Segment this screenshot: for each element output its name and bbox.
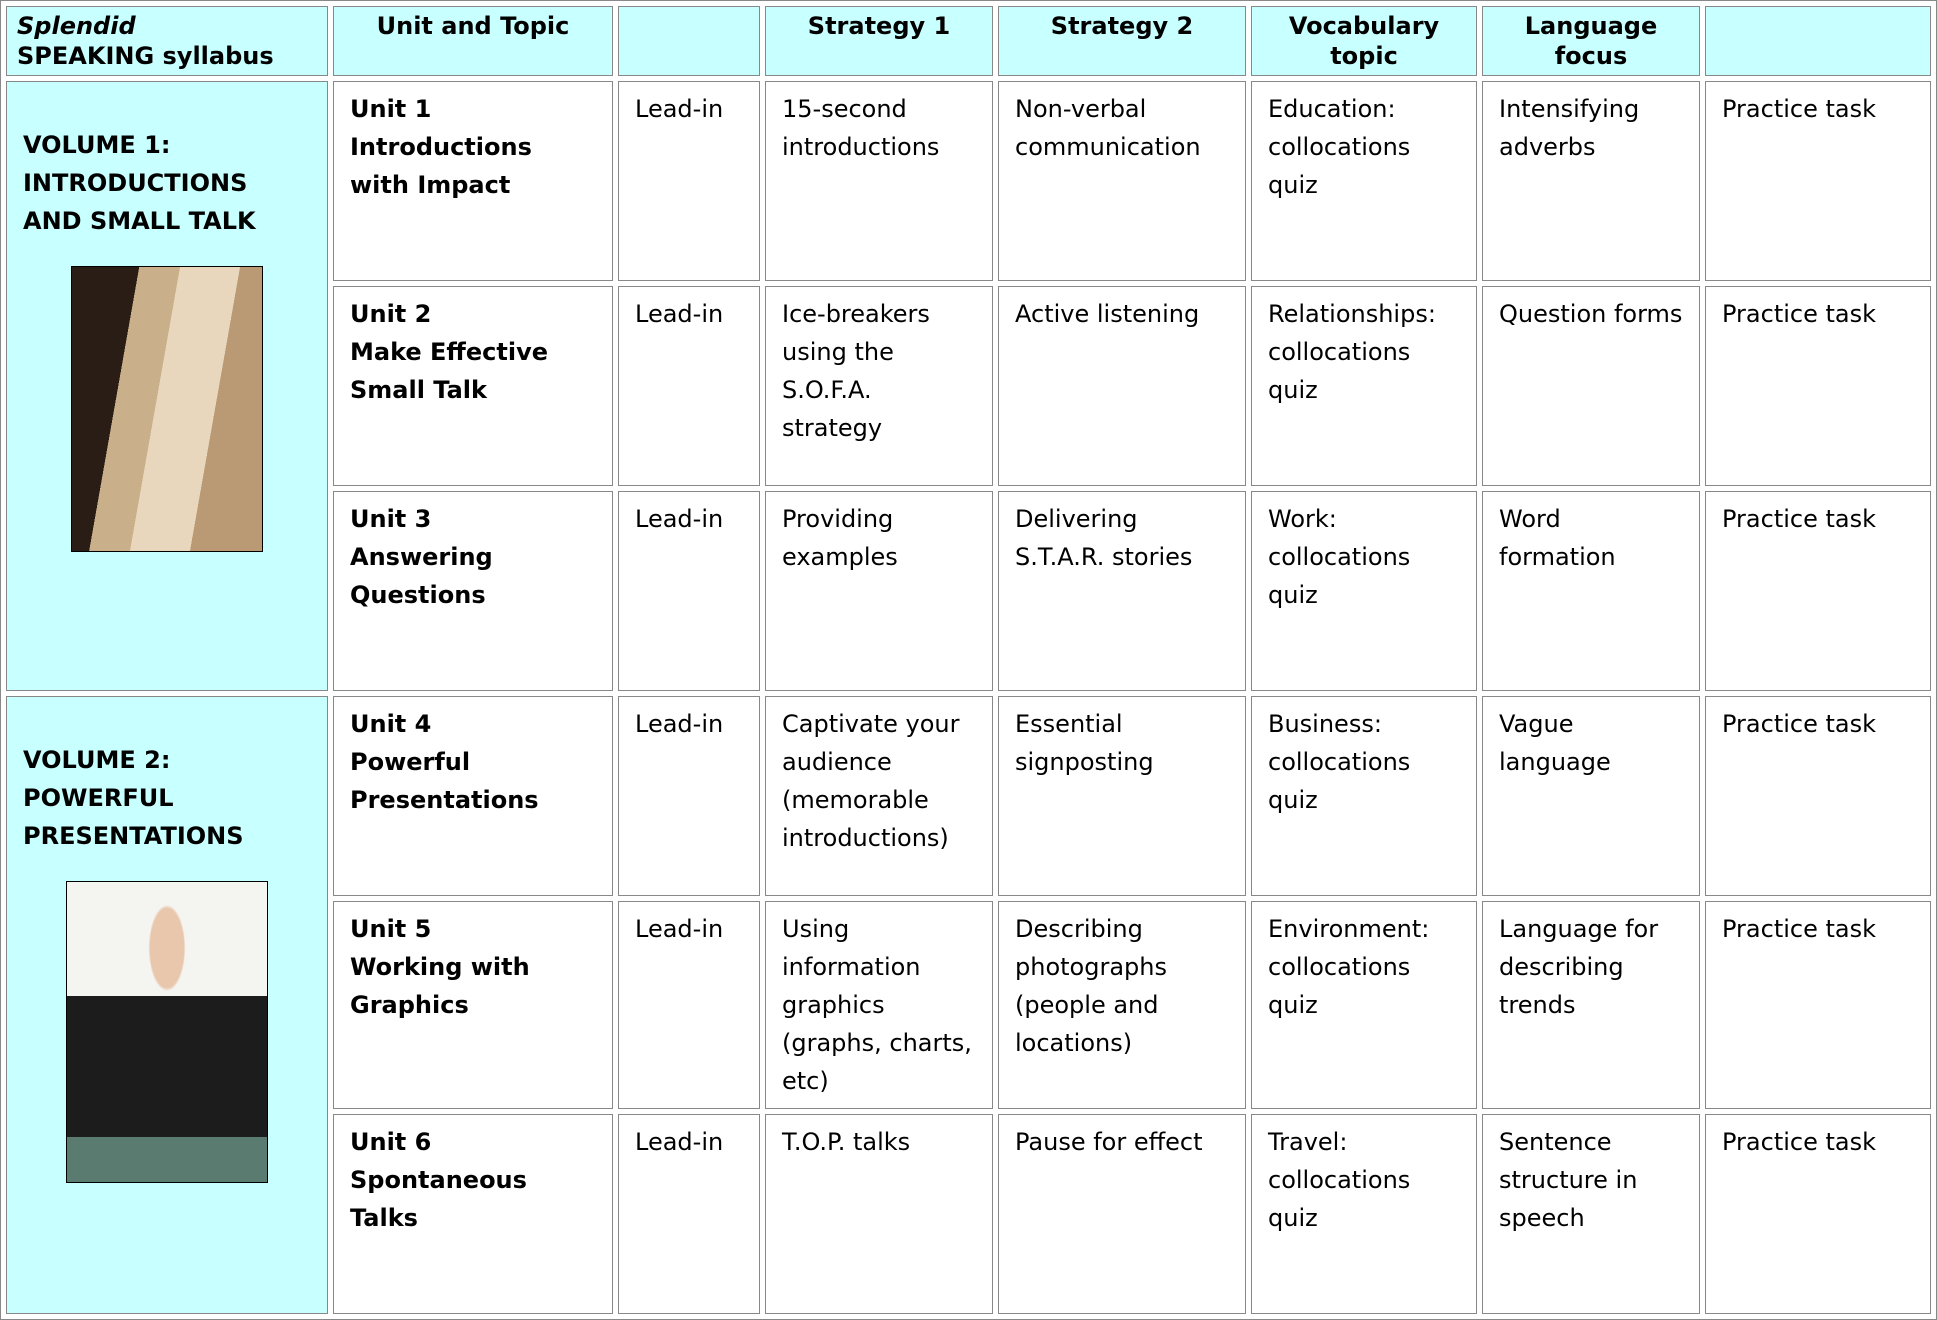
cell-strategy-1: T.O.P. talks (765, 1114, 993, 1314)
header-cell (1705, 6, 1931, 76)
cell-lead: Lead-in (618, 696, 760, 896)
cell-task: Practice task (1705, 696, 1931, 896)
header-cell: Vocabulary topic (1251, 6, 1477, 76)
unit-number: Unit 6 (350, 1128, 432, 1156)
unit-row: VOLUME 1: INTRODUCTIONS AND SMALL TALK Un… (6, 81, 1931, 691)
header-cell (618, 6, 760, 76)
cell-language: Intensifying adverbs (1482, 81, 1700, 281)
unit-number: Unit 1 (350, 95, 432, 123)
header-title: SPEAKING syllabus (17, 42, 274, 70)
unit-number: Unit 2 (350, 300, 432, 328)
unit-number: Unit 3 (350, 505, 432, 533)
cell-strategy-1: Captivate your audience (memorable intro… (765, 696, 993, 896)
cell-vocabulary: Education: collocations quiz (1251, 81, 1477, 281)
header-cell: Strategy 1 (765, 6, 993, 76)
cell-lead: Lead-in (618, 286, 760, 486)
cell-lead: Lead-in (618, 1114, 760, 1314)
cell-language: Word formation (1482, 491, 1700, 691)
header-cell: Splendid SPEAKING syllabus (6, 6, 328, 76)
unit-topic: Spontaneous Talks (350, 1166, 527, 1232)
cell-strategy-2: Describing photographs (people and locat… (998, 901, 1246, 1109)
cell-vocabulary: Environment: collocations quiz (1251, 901, 1477, 1109)
volume-label: VOLUME 1: INTRODUCTIONS AND SMALL TALK (23, 131, 256, 235)
unit-topic: Working with Graphics (350, 953, 530, 1019)
brand: Splendid (17, 12, 136, 40)
header-row: Splendid SPEAKING syllabus Unit and Topic… (6, 6, 1931, 76)
cell-lead: Lead-in (618, 81, 760, 281)
unit-cell: Unit 4 Powerful Presentations (333, 696, 613, 896)
unit-number: Unit 5 (350, 915, 432, 943)
photo (66, 881, 268, 1183)
unit-topic: Introductions with Impact (350, 133, 532, 199)
unit-number: Unit 4 (350, 710, 432, 738)
header-cell: Unit and Topic (333, 6, 613, 76)
cell-strategy-1: Using information graphics (graphs, char… (765, 901, 993, 1109)
cell-task: Practice task (1705, 1114, 1931, 1314)
cell-language: Vague language (1482, 696, 1700, 896)
unit-row: VOLUME 2: POWERFUL PRESENTATIONS Unit 4 Po… (6, 696, 1931, 1314)
cell-language: Question forms (1482, 286, 1700, 486)
cell-task: Practice task (1705, 81, 1931, 281)
cell-task: Practice task (1705, 491, 1931, 691)
unit-cell: Unit 6 Spontaneous Talks (333, 1114, 613, 1314)
unit-cell: Unit 5 Working with Graphics (333, 901, 613, 1109)
cell-task: Practice task (1705, 286, 1931, 486)
unit-cell: Unit 3 Answering Questions (333, 491, 613, 691)
unit-row: Unit 3 Answering Questions Lead-in Providin… (6, 491, 1931, 691)
table-body: VOLUME 1: INTRODUCTIONS AND SMALL TALK Un… (6, 81, 1931, 1314)
cell-lead: Lead-in (618, 901, 760, 1109)
unit-cell: Unit 1 Introductions with Impact (333, 81, 613, 281)
cell-strategy-2: Non-verbal communication (998, 81, 1246, 281)
cell-vocabulary: Travel: collocations quiz (1251, 1114, 1477, 1314)
cell-strategy-2: Essential signposting (998, 696, 1246, 896)
cell-task: Practice task (1705, 901, 1931, 1109)
cell-strategy-2: Active listening (998, 286, 1246, 486)
cell-strategy-2: Delivering S.T.A.R. stories (998, 491, 1246, 691)
cell-language: Sentence structure in speech (1482, 1114, 1700, 1314)
unit-row: Unit 2 Make Effective Small Talk Lead-in Ic… (6, 286, 1931, 486)
header-cell: Language focus (1482, 6, 1700, 76)
photo (71, 266, 263, 552)
cell-vocabulary: Relationships: collocations quiz (1251, 286, 1477, 486)
cell-strategy-1: 15-second introductions (765, 81, 993, 281)
unit-topic: Answering Questions (350, 543, 493, 609)
cell-vocabulary: Business: collocations quiz (1251, 696, 1477, 896)
cell-lead: Lead-in (618, 491, 760, 691)
cell-language: Language for describing trends (1482, 901, 1700, 1109)
cell-vocabulary: Work: collocations quiz (1251, 491, 1477, 691)
unit-cell: Unit 2 Make Effective Small Talk (333, 286, 613, 486)
header-cell: Strategy 2 (998, 6, 1246, 76)
cell-strategy-1: Ice-breakers using the S.O.F.A. strategy (765, 286, 993, 486)
volume-cell: VOLUME 1: INTRODUCTIONS AND SMALL TALK (6, 81, 328, 691)
volume-cell: VOLUME 2: POWERFUL PRESENTATIONS (6, 696, 328, 1314)
volume-label: VOLUME 2: POWERFUL PRESENTATIONS (23, 746, 244, 850)
cell-strategy-1: Providing examples (765, 491, 993, 691)
unit-topic: Powerful Presentations (350, 748, 539, 814)
unit-row: Unit 5 Working with Graphics Lead-in Using … (6, 901, 1931, 1109)
cell-strategy-2: Pause for effect (998, 1114, 1246, 1314)
unit-topic: Make Effective Small Talk (350, 338, 548, 404)
